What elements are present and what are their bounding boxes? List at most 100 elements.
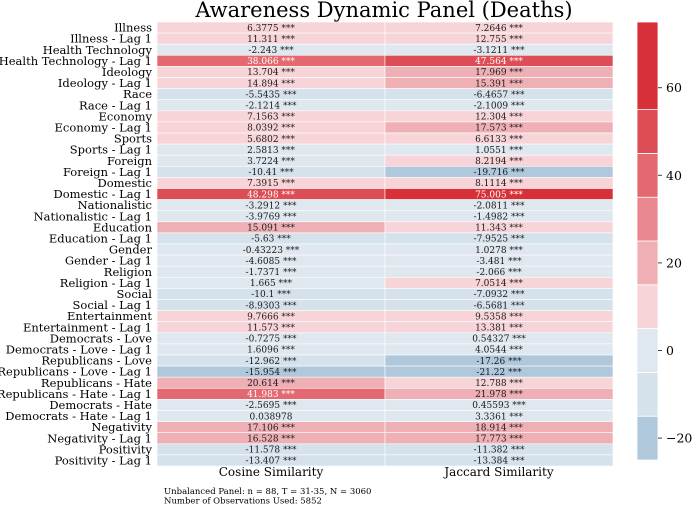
cell-label: -2.0811 *** — [474, 201, 525, 211]
cell-label: -3.2912 *** — [246, 201, 297, 211]
cell-label: 1.665 *** — [250, 279, 293, 289]
cell-label: 17.106 *** — [247, 423, 295, 433]
colorbar-segment — [636, 196, 659, 242]
cell-label: -2.243 *** — [248, 46, 294, 56]
row-label: Entertainment - Lag 1 — [23, 320, 152, 334]
cell-label: -2.5695 *** — [246, 401, 297, 411]
row-label: Gender - Lag 1 — [65, 254, 152, 268]
cell-label: 11.343 *** — [475, 224, 523, 234]
row-label: Education — [93, 220, 153, 234]
row-label: Domestic — [98, 176, 153, 190]
cell-label: 12.755 *** — [475, 35, 523, 45]
cell-label: 7.2646 *** — [475, 24, 523, 34]
cell-label: -7.9525 *** — [474, 235, 525, 245]
cell-label: 1.6096 *** — [247, 346, 295, 356]
cell-label: 4.0544 *** — [475, 346, 523, 356]
row-label: Economy - Lag 1 — [54, 120, 152, 134]
cell-label: 5.6802 *** — [247, 135, 295, 145]
row-label: Entertainment — [67, 309, 152, 323]
row-label: Republicans - Love - Lag 1 — [0, 365, 152, 379]
colorbar-tick-label: 20 — [666, 255, 682, 270]
heatmap-cells: 6.3775 *** 7.2646 *** 11.311 *** 12.755 ***… — [156, 21, 614, 467]
colorbar-segment — [636, 152, 659, 198]
cell-label: -1.4982 *** — [474, 212, 525, 222]
cell-label: -6.5681 *** — [474, 301, 525, 311]
row-label: Religion — [104, 265, 153, 279]
cell-label: -5.5435 *** — [246, 90, 297, 100]
cell-label: 13.704 *** — [247, 68, 295, 78]
cell-label: -15.954 *** — [246, 368, 297, 378]
row-label: Foreign — [107, 154, 153, 168]
cell-label: -0.7275 *** — [246, 335, 297, 345]
cell-label: 0.54327 *** — [472, 335, 526, 345]
cell-label: 11.311 *** — [247, 35, 295, 45]
cell-label: 48.298 *** — [247, 190, 295, 200]
cell-label: 1.0278 *** — [475, 246, 523, 256]
cell-label: -21.22 *** — [476, 368, 522, 378]
row-label: Domestic - Lag 1 — [53, 187, 152, 201]
cell-label: -0.43223 *** — [243, 246, 300, 256]
row-label: Democrats - Love — [50, 331, 152, 345]
row-label: Negativity — [91, 420, 152, 434]
row-label: Nationalistic — [78, 198, 152, 212]
cell-label: 8.0392 *** — [247, 124, 295, 134]
cell-label: 15.391 *** — [475, 79, 523, 89]
cell-label: 0.45593 *** — [472, 401, 526, 411]
cell-label: 12.304 *** — [475, 113, 523, 123]
row-label: Republicans - Hate — [41, 376, 152, 390]
cell-label: 12.788 *** — [475, 379, 523, 389]
cell-label: 8.2194 *** — [475, 157, 523, 167]
cell-label: -4.6085 *** — [246, 257, 297, 267]
cell-label: -8.9303 *** — [246, 301, 297, 311]
cell-label: 1.0551 *** — [475, 146, 523, 156]
colorbar-tick-label: 60 — [666, 80, 682, 95]
colorbar: −20 0 20 40 60 — [636, 21, 692, 461]
cell-label: -2.066 *** — [476, 268, 522, 278]
row-label: Social — [117, 287, 153, 301]
cell-label: -13.407 *** — [246, 457, 297, 467]
row-label: Sports — [114, 132, 152, 146]
cell-label: -7.0932 *** — [474, 290, 525, 300]
cell-label: 7.1563 *** — [247, 113, 295, 123]
cell-label: 7.0514 *** — [475, 279, 523, 289]
row-label: Nationalistic - Lag 1 — [34, 209, 152, 223]
column-labels: Cosine Similarity Jaccard Similarity — [219, 465, 554, 479]
column-label: Jaccard Similarity — [442, 465, 553, 479]
cell-label: 8.1114 *** — [475, 179, 523, 189]
row-label: Illness — [114, 21, 152, 35]
cell-label: 16.528 *** — [247, 434, 295, 444]
note-text: Number of Observations Used: 5852 — [164, 497, 322, 505]
colorbar-segment — [636, 284, 659, 329]
cell-label: 6.6133 *** — [475, 135, 523, 145]
cell-label: 6.3775 *** — [247, 24, 295, 34]
cell-label: -6.4657 *** — [474, 90, 525, 100]
chart-title: Awareness Dynamic Panel (Deaths) — [194, 0, 572, 22]
row-label: Social - Lag 1 — [73, 298, 152, 312]
colorbar-segment — [636, 109, 659, 154]
row-label: Health Technology — [43, 43, 153, 57]
cell-label: 47.564 *** — [475, 57, 523, 67]
row-label: Republicans - Hate - Lag 1 — [0, 387, 152, 401]
colorbar-tick-label: 0 — [666, 343, 674, 358]
row-label: Religion - Lag 1 — [60, 276, 152, 290]
row-label: Foreign - Lag 1 — [63, 165, 152, 179]
row-label: Education - Lag 1 — [49, 231, 152, 245]
cell-label: 9.7666 *** — [247, 312, 295, 322]
row-label: Democrats - Love - Lag 1 — [6, 342, 152, 356]
cell-label: 9.5358 *** — [475, 312, 523, 322]
row-label: Democrats - Hate - Lag 1 — [5, 409, 152, 423]
cell-label: -11.578 *** — [246, 446, 297, 456]
cell-label: 21.978 *** — [475, 390, 523, 400]
cell-label: 20.614 *** — [247, 379, 295, 389]
cell-label: 17.969 *** — [475, 68, 523, 78]
cell-label: -13.384 *** — [474, 457, 525, 467]
row-label: Democrats - Hate — [49, 398, 152, 412]
note-text: Unbalanced Panel: n = 88, T = 31-35, N =… — [164, 487, 371, 497]
row-label: Ideology — [102, 65, 153, 79]
cell-label: -19.716 *** — [474, 168, 525, 178]
row-label: Sports - Lag 1 — [70, 143, 152, 157]
row-label: Health Technology - Lag 1 — [0, 54, 152, 68]
cell-label: 41.983 *** — [247, 390, 295, 400]
cell-label: 3.7224 *** — [247, 157, 295, 167]
